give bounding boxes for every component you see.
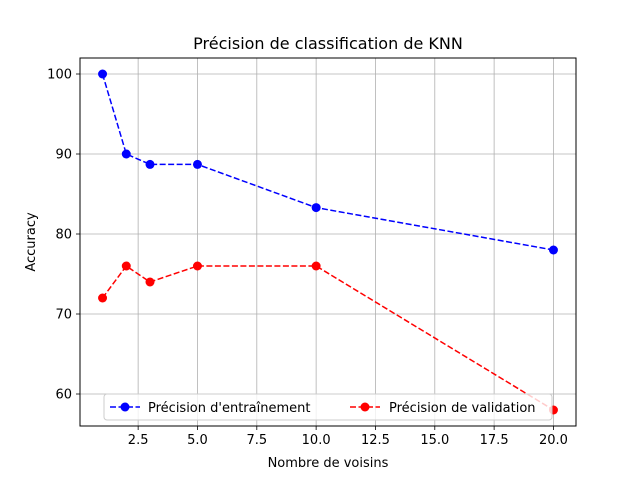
x-tick-label: 2.5 [128,433,149,448]
axis-ticks: 2.5 5.0 7.5 10.0 12.5 15.0 17.5 20.0 60 70 80 90 100 [47,68,568,449]
y-tick-label: 100 [47,68,72,83]
data-point-series-1[interactable] [98,293,108,303]
data-point-series-1[interactable] [121,261,131,271]
legend-box [103,393,553,421]
data-point-series-1[interactable] [192,261,202,271]
x-tick-label: 12.5 [361,433,390,448]
legend-marker-training [120,402,130,412]
x-tick-label: 5.0 [187,433,208,448]
legend-marker-validation [360,402,370,412]
y-tick-label: 70 [55,308,72,323]
legend-label-training: Précision d'entraînement [148,401,310,416]
y-tick-label: 90 [55,148,72,163]
series-line-0 [101,73,554,251]
x-tick-label: 17.5 [480,433,509,448]
y-tick-label: 80 [55,228,72,243]
x-axis-label: Nombre de voisins [268,456,389,471]
y-tick-label: 60 [55,388,72,403]
plot-area-frame [79,57,577,427]
data-point-series-0[interactable] [311,203,321,213]
series-line-1 [101,264,554,411]
data-point-series-0[interactable] [192,159,202,169]
x-tick-label: 10.0 [302,433,331,448]
data-point-series-0[interactable] [145,159,155,169]
y-axis-label: Accuracy [24,212,39,272]
data-point-series-0[interactable] [98,69,108,79]
legend-label-validation: Précision de validation [389,401,536,416]
x-tick-label: 15.0 [420,433,449,448]
x-tick-label: 7.5 [246,433,267,448]
data-point-series-1[interactable] [311,261,321,271]
legend[interactable]: Précision d'entraînement Précision de va… [103,393,553,421]
data-point-series-1[interactable] [145,277,155,287]
chart-title: Précision de classification de KNN [193,34,463,53]
data-point-series-0[interactable] [548,245,558,255]
data-point-series-0[interactable] [121,149,131,159]
x-tick-label: 20.0 [539,433,568,448]
